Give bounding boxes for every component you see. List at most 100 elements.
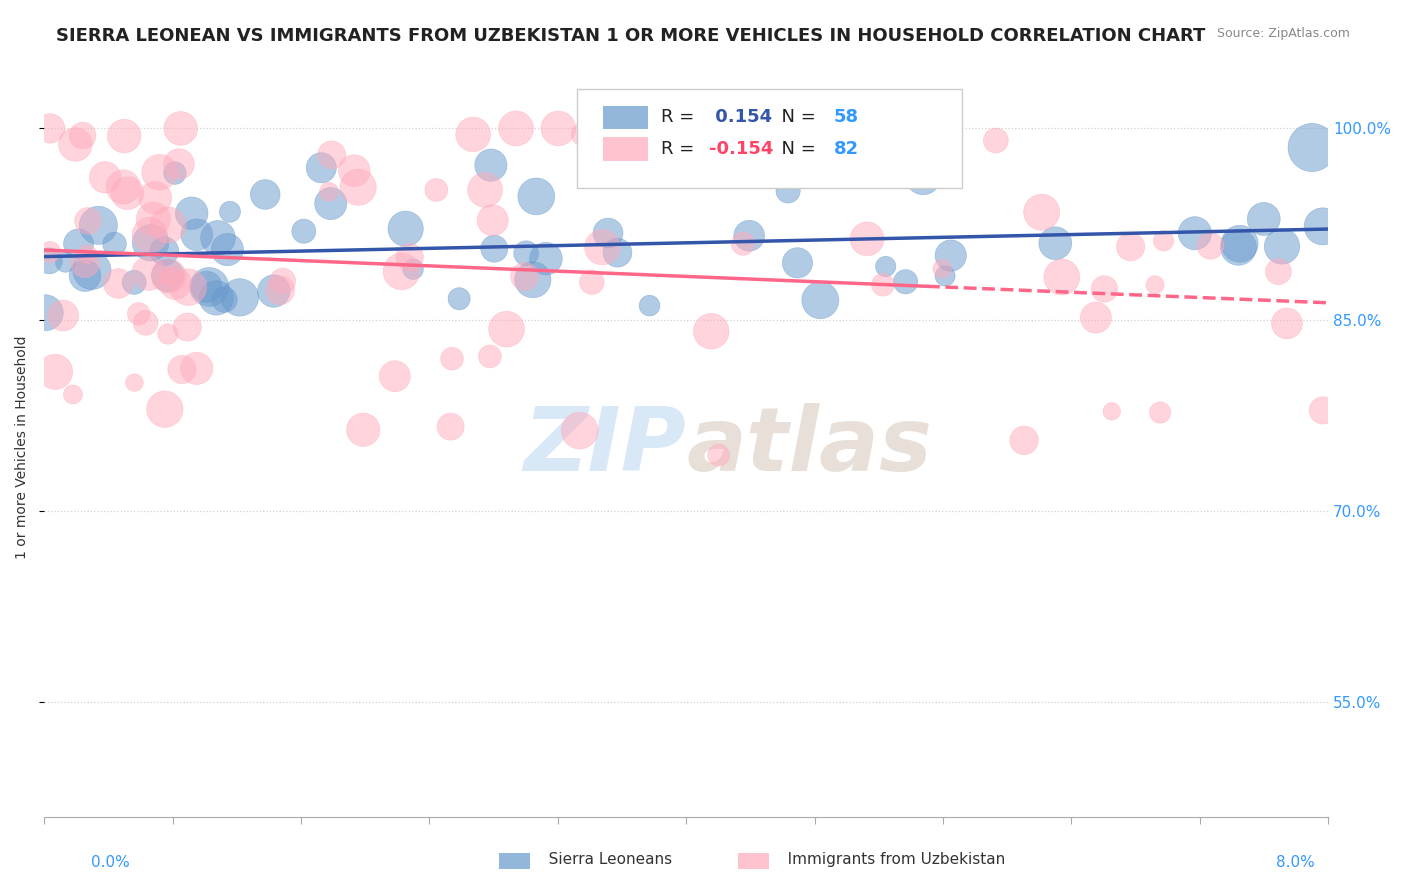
Text: N =: N = — [769, 140, 821, 158]
Point — [778, 184, 800, 198]
Y-axis label: 1 or more Vehicles in Household: 1 or more Vehicles in Household — [15, 335, 30, 558]
Point — [217, 243, 239, 257]
Point — [163, 166, 186, 180]
Point — [38, 253, 60, 268]
Point — [254, 187, 277, 202]
FancyBboxPatch shape — [738, 853, 769, 869]
Point — [1045, 236, 1067, 251]
Point — [395, 221, 418, 235]
Point — [159, 269, 181, 284]
Point — [177, 280, 200, 294]
Point — [67, 236, 90, 251]
Point — [269, 283, 291, 297]
Point — [1153, 234, 1175, 248]
Point — [1312, 403, 1334, 417]
Point — [1184, 226, 1206, 240]
Point — [76, 247, 98, 261]
Point — [157, 268, 180, 283]
Point — [186, 227, 208, 242]
Text: Sierra Leoneans: Sierra Leoneans — [534, 852, 672, 867]
Point — [439, 419, 461, 434]
Point — [112, 129, 135, 144]
Point — [165, 277, 187, 291]
Text: 58: 58 — [834, 108, 859, 126]
Point — [731, 236, 754, 251]
FancyBboxPatch shape — [603, 137, 648, 161]
Point — [263, 284, 285, 298]
Point — [180, 206, 202, 220]
Point — [44, 365, 66, 379]
Point — [77, 214, 100, 228]
Point — [135, 316, 157, 330]
Point — [39, 245, 62, 260]
Point — [229, 290, 252, 304]
Point — [139, 235, 162, 250]
Point — [271, 274, 294, 288]
Point — [1267, 265, 1289, 279]
Point — [534, 252, 557, 266]
Point — [103, 237, 125, 252]
Point — [894, 275, 917, 289]
Point — [219, 204, 242, 219]
Point — [39, 121, 62, 136]
Point — [484, 242, 506, 256]
Point — [402, 262, 425, 277]
Text: ZIP: ZIP — [523, 403, 686, 491]
Point — [195, 279, 218, 293]
Point — [479, 158, 502, 172]
Point — [1275, 317, 1298, 331]
Point — [1229, 236, 1251, 251]
Text: Source: ZipAtlas.com: Source: ZipAtlas.com — [1216, 27, 1350, 40]
Point — [481, 213, 503, 227]
Point — [112, 180, 135, 194]
Point — [186, 361, 208, 376]
Text: N =: N = — [769, 108, 821, 126]
Point — [153, 244, 176, 259]
Point — [786, 256, 808, 270]
Point — [73, 268, 96, 283]
Point — [87, 219, 110, 233]
Point — [463, 128, 485, 142]
Point — [596, 226, 619, 240]
Point — [591, 240, 613, 254]
Text: 0.154: 0.154 — [709, 108, 772, 126]
Point — [572, 128, 595, 142]
FancyBboxPatch shape — [576, 88, 962, 188]
Point — [934, 268, 956, 283]
Point — [198, 280, 221, 294]
Point — [440, 351, 463, 366]
Point — [638, 299, 661, 313]
Point — [153, 402, 176, 417]
Point — [1050, 270, 1073, 285]
Point — [1227, 240, 1250, 254]
Point — [1301, 140, 1323, 154]
Point — [156, 326, 179, 341]
Point — [513, 269, 536, 284]
Point — [138, 266, 160, 280]
Text: atlas: atlas — [686, 403, 932, 491]
Text: Immigrants from Uzbekistan: Immigrants from Uzbekistan — [773, 852, 1005, 867]
Point — [319, 196, 342, 211]
Text: R =: R = — [661, 140, 700, 158]
Point — [606, 245, 628, 260]
Point — [1143, 277, 1166, 292]
Point — [872, 277, 894, 292]
Point — [214, 293, 236, 307]
Point — [149, 165, 172, 179]
Point — [318, 185, 340, 199]
Point — [170, 121, 193, 136]
Point — [524, 189, 547, 203]
Point — [931, 261, 953, 276]
Point — [343, 163, 366, 178]
Text: R =: R = — [661, 108, 700, 126]
Point — [1253, 211, 1275, 226]
Point — [1312, 219, 1334, 234]
Point — [875, 260, 897, 274]
Point — [94, 170, 117, 185]
Point — [384, 369, 406, 384]
Point — [139, 227, 162, 242]
Text: 82: 82 — [834, 140, 859, 158]
Text: SIERRA LEONEAN VS IMMIGRANTS FROM UZBEKISTAN 1 OR MORE VEHICLES IN HOUSEHOLD COR: SIERRA LEONEAN VS IMMIGRANTS FROM UZBEKI… — [56, 27, 1205, 45]
Point — [80, 263, 103, 277]
Point — [52, 309, 75, 323]
